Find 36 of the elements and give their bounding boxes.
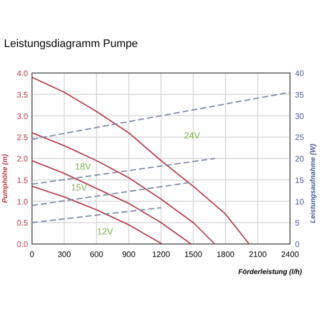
y2-tick-label: 10: [295, 197, 304, 206]
annotation: 24V: [184, 130, 200, 140]
y-tick-label: 4.0: [16, 69, 29, 78]
y2-tick-label: 30: [295, 112, 304, 121]
y2-tick-label: 35: [295, 90, 304, 100]
line-series: [31, 186, 163, 245]
y-tick-label: 2.0: [16, 154, 29, 164]
line-series: [31, 76, 250, 245]
x-tick-label: 900: [122, 250, 136, 259]
annotation: 12V: [97, 226, 114, 236]
y2-tick-label: 0: [295, 240, 300, 249]
y2-tick-label: 5: [295, 218, 300, 228]
x-tick-label: 300: [58, 250, 72, 259]
x-tick-label: 0: [30, 250, 35, 259]
y-tick-label: 2.5: [16, 133, 29, 142]
x-tick-label: 1800: [216, 250, 235, 259]
line-series: [31, 160, 192, 245]
y2-tick-label: 15: [295, 176, 304, 185]
x-tick-label: 2400: [281, 250, 300, 259]
annotation: 15V: [71, 182, 88, 192]
line-series: [31, 132, 216, 245]
y-tick-label: 1.5: [16, 176, 29, 185]
x-tick-label: 1500: [184, 250, 203, 259]
x-tick-label: 600: [90, 250, 104, 259]
y-tick-label: 0.0: [16, 240, 29, 249]
y2-tick-label: 25: [295, 133, 304, 142]
y-tick-label: 1.0: [16, 197, 29, 206]
x-tick-label: 2100: [248, 250, 268, 259]
y-tick-label: 0.5: [16, 218, 29, 228]
x-tick-label: 1200: [152, 250, 170, 259]
y-tick-label: 3.0: [16, 112, 29, 121]
y2-tick-label: 40: [295, 69, 304, 78]
y2-tick-label: 20: [295, 154, 304, 164]
y-tick-label: 3.5: [16, 90, 29, 100]
chart-title: Leistungsdiagramm Pumpe: [4, 38, 138, 50]
annotation: 18V: [75, 161, 92, 172]
